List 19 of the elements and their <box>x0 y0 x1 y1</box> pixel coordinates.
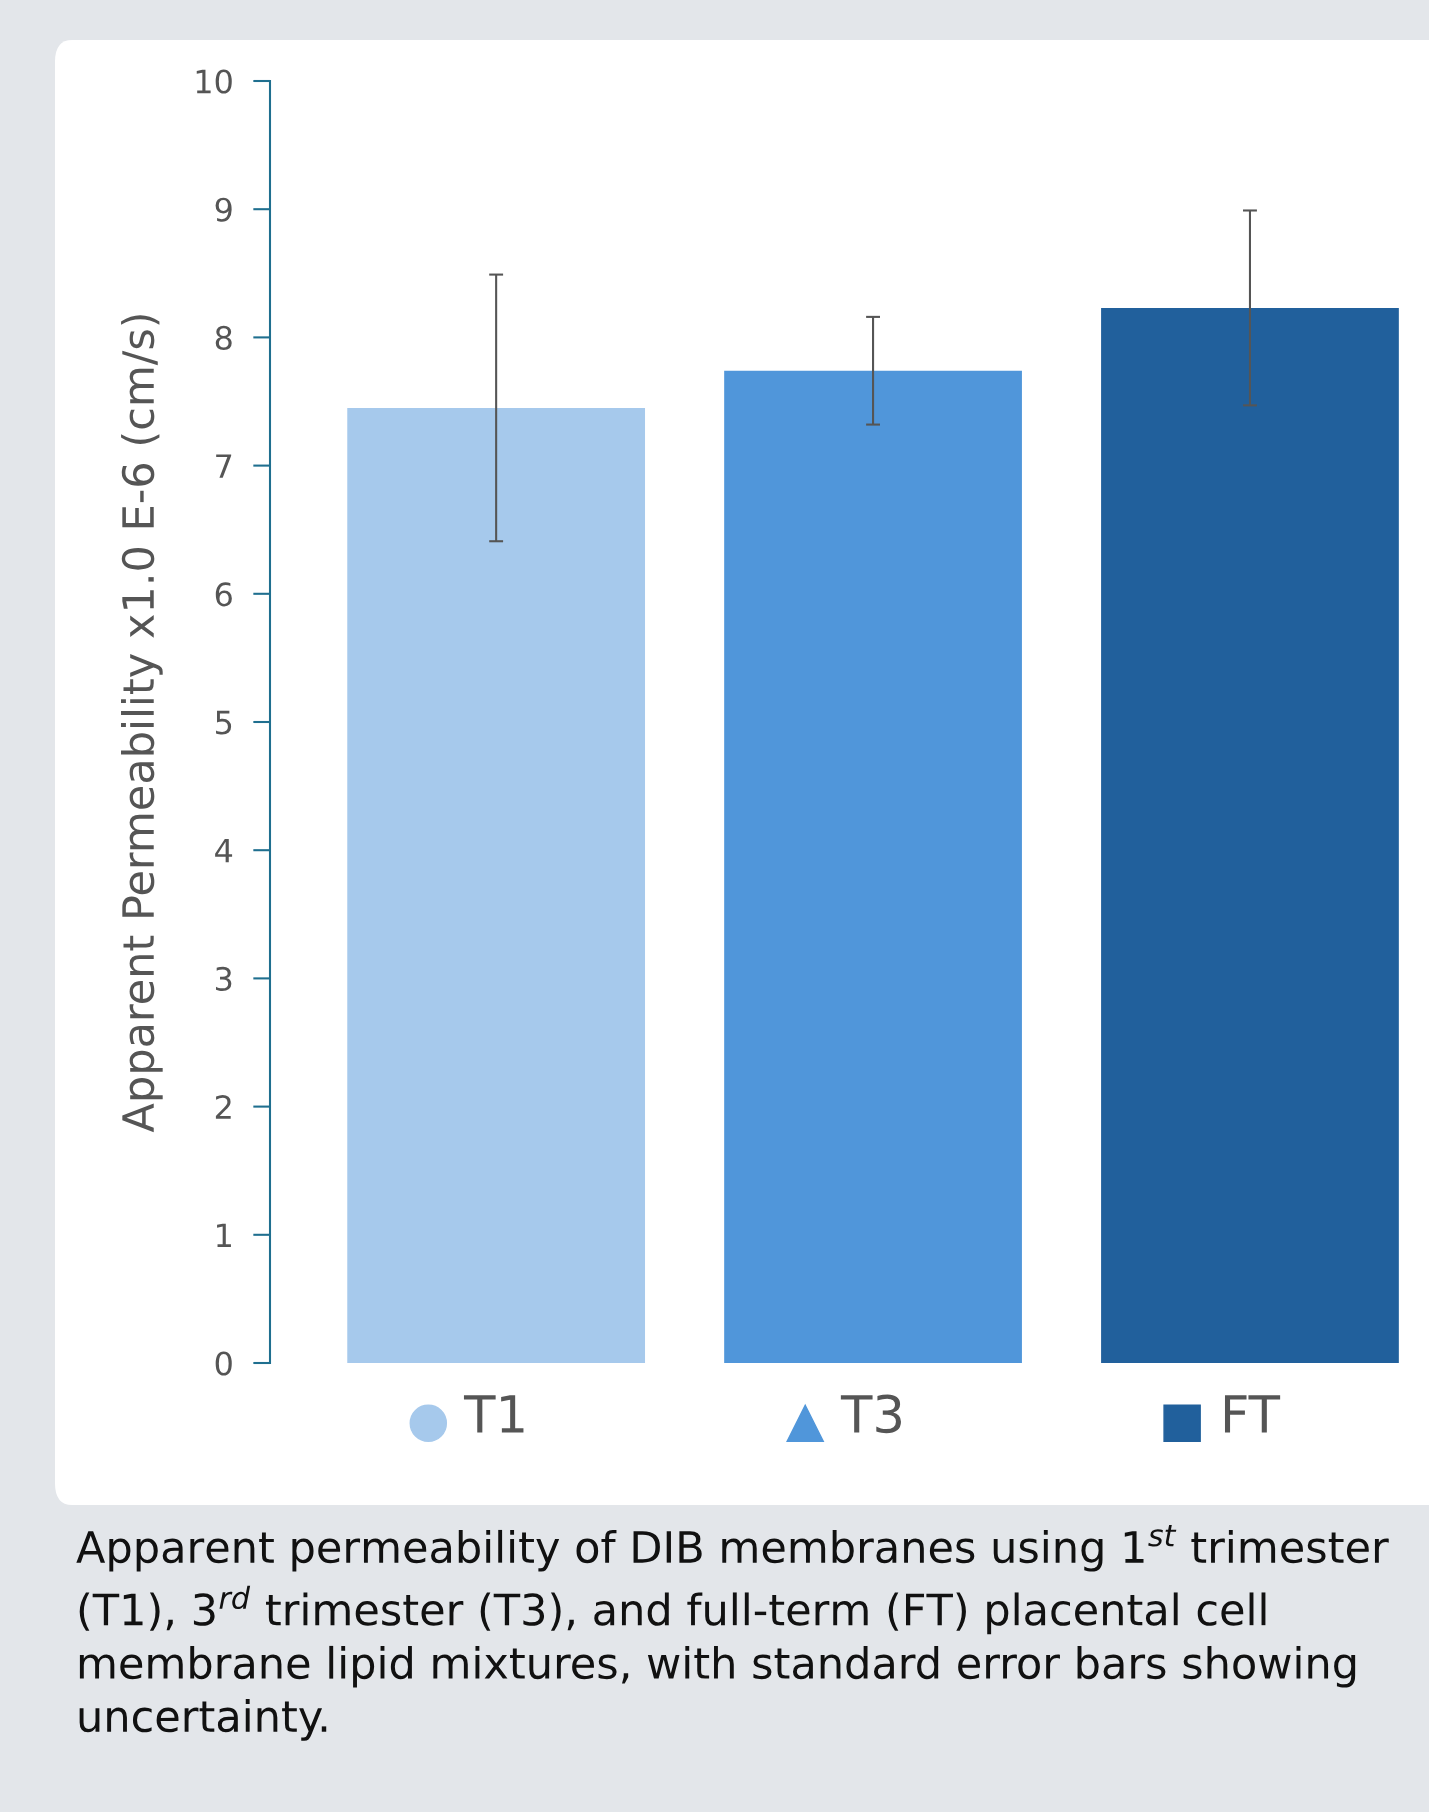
y-axis-title: Apparent Permeability x1.0 E-6 (cm/s) <box>121 315 163 1133</box>
y-tick-label: 1 <box>217 1223 231 1247</box>
bar <box>347 407 646 1363</box>
x-tick-label: T1 <box>463 1395 524 1433</box>
y-tick-label: 8 <box>215 325 232 350</box>
y-tick-label: 4 <box>215 839 233 863</box>
y-tick-label: 9 <box>215 197 232 222</box>
y-tick-label: 10 <box>196 69 232 94</box>
bar <box>724 370 1022 1363</box>
x-tick-label: T3 <box>840 1394 901 1434</box>
y-tick-label: 7 <box>216 454 232 478</box>
bar <box>1101 307 1399 1363</box>
text: Apparent permeability of DIB membranes using 1$^{st}$ trimester (T1), 3$^{rd}$ trimester (T3), and full-term (FT) placental cell membrane lipid mixtures, with standard error bars showing uncertainty. <box>76 1525 1389 1741</box>
y-tick-label: 0 <box>215 1351 232 1376</box>
x-tick-label: FT <box>1224 1395 1281 1433</box>
y-tick-label: 3 <box>216 966 232 991</box>
y-tick-label: 6 <box>215 582 232 607</box>
y-tick-label: 2 <box>215 1095 231 1119</box>
y-tick-label: 5 <box>216 710 232 735</box>
